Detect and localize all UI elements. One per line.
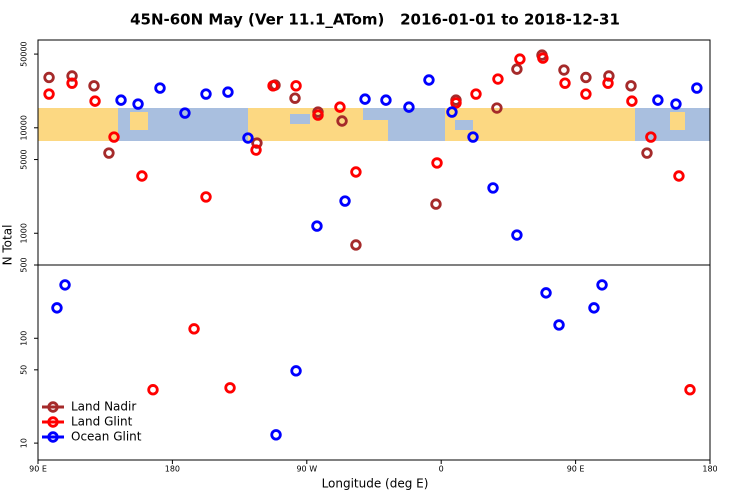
x-tick-label: 0 — [439, 465, 444, 474]
point — [641, 147, 653, 159]
point — [200, 88, 212, 100]
point — [350, 166, 362, 178]
y-tick-label: 500 — [20, 257, 29, 272]
point — [108, 131, 120, 143]
point — [652, 94, 664, 106]
point — [491, 102, 503, 114]
point — [147, 384, 159, 396]
point — [430, 198, 442, 210]
chart-title: 45N-60N May (Ver 11.1_ATom) 2016-01-01 t… — [130, 11, 620, 29]
point — [334, 101, 346, 113]
point — [537, 52, 549, 64]
point — [188, 323, 200, 335]
point — [553, 319, 565, 331]
point — [580, 88, 592, 100]
x-tick-label: 90 E — [29, 465, 47, 474]
point — [450, 97, 462, 109]
point — [540, 287, 552, 299]
map-strip — [38, 108, 710, 141]
point — [431, 157, 443, 169]
point — [673, 170, 685, 182]
point — [514, 53, 526, 65]
point — [311, 220, 323, 232]
point — [251, 137, 263, 149]
point — [511, 229, 523, 241]
point — [596, 279, 608, 291]
y-tick-label: 10 — [20, 438, 29, 448]
point — [625, 80, 637, 92]
point — [66, 70, 78, 82]
point — [492, 73, 504, 85]
point — [511, 63, 523, 75]
point — [154, 82, 166, 94]
point — [250, 144, 262, 156]
point — [684, 384, 696, 396]
point — [487, 182, 499, 194]
legend-label: Land Glint — [71, 415, 133, 429]
point — [645, 131, 657, 143]
point — [88, 80, 100, 92]
point — [115, 94, 127, 106]
legend-marker — [47, 431, 59, 443]
point — [470, 88, 482, 100]
point — [200, 191, 212, 203]
point — [336, 115, 348, 127]
point — [446, 106, 458, 118]
point — [670, 98, 682, 110]
point — [59, 279, 71, 291]
point — [242, 132, 254, 144]
point — [588, 302, 600, 314]
legend-label: Land Nadir — [71, 400, 136, 414]
point — [51, 302, 63, 314]
y-tick-label: 10000 — [20, 115, 29, 140]
y-tick-label: 5000 — [20, 149, 29, 169]
point — [66, 77, 78, 89]
point — [626, 95, 638, 107]
point — [43, 71, 55, 84]
point — [290, 365, 302, 377]
point — [290, 80, 302, 92]
point — [403, 101, 415, 113]
point — [267, 80, 279, 92]
point — [467, 131, 479, 143]
point — [559, 77, 571, 89]
y-tick-label: 100 — [20, 331, 29, 346]
point — [270, 429, 282, 441]
x-axis-label: Longitude (deg E) — [322, 477, 429, 491]
x-tick-label: 180 — [165, 465, 180, 474]
y-axis-label: N Total — [1, 225, 15, 266]
point — [136, 170, 148, 182]
point — [132, 98, 144, 110]
point — [312, 109, 324, 121]
point — [602, 77, 614, 89]
point — [359, 93, 371, 105]
point — [691, 82, 703, 94]
point — [289, 92, 301, 104]
point — [224, 382, 236, 394]
y-tick-label: 50000 — [20, 41, 29, 66]
point — [350, 239, 362, 251]
point — [558, 64, 570, 76]
legend-marker — [47, 416, 59, 428]
point — [43, 88, 55, 100]
point — [179, 107, 191, 119]
point — [580, 71, 592, 84]
plot-frame — [37, 39, 711, 461]
legend-label: Ocean Glint — [71, 430, 142, 444]
x-tick-label: 180 — [702, 465, 717, 474]
x-tick-label: 90 E — [567, 465, 585, 474]
point — [222, 86, 234, 98]
point — [423, 74, 435, 86]
point — [103, 147, 115, 159]
point — [380, 94, 392, 106]
point — [89, 95, 101, 107]
y-tick-label: 1000 — [20, 223, 29, 243]
x-tick-label: 90 W — [296, 465, 317, 474]
point — [339, 195, 351, 207]
y-tick-label: 50 — [20, 365, 29, 375]
legend-marker — [47, 401, 59, 413]
